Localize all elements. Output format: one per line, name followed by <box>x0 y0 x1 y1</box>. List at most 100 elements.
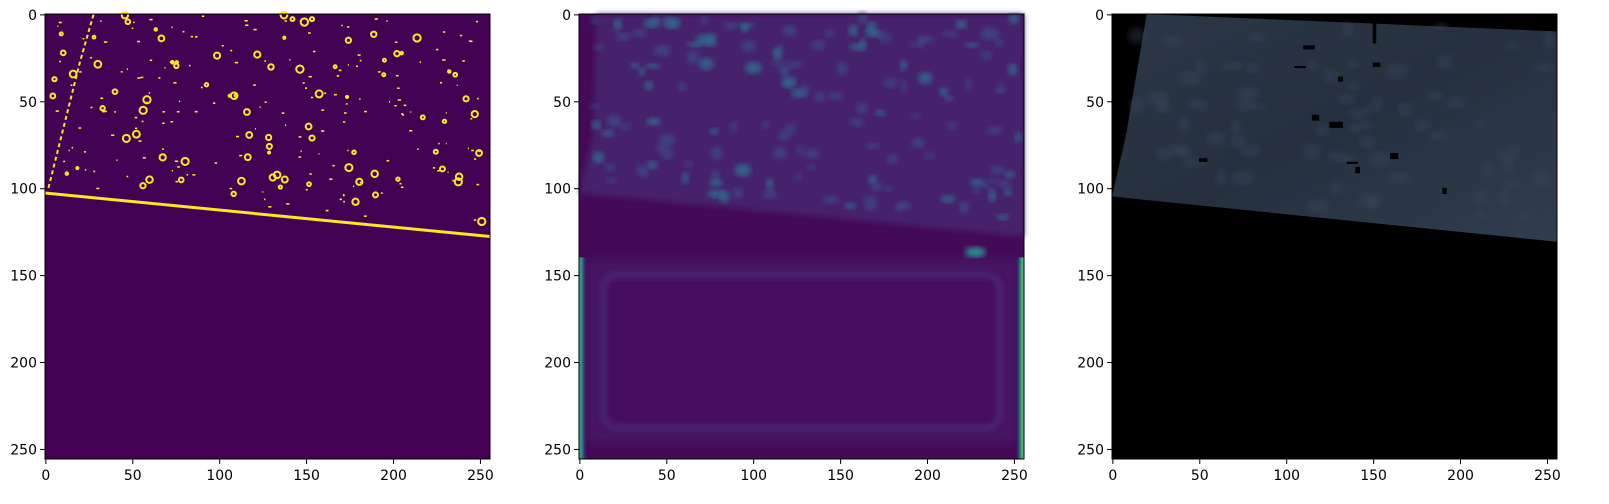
edge-fragment <box>318 153 319 155</box>
response-blob <box>644 81 653 90</box>
response-blob <box>992 30 1000 36</box>
edge-fragment <box>301 151 302 153</box>
edge-fragment <box>264 60 266 62</box>
edge-fragment <box>305 87 307 89</box>
edge-fragment <box>149 92 150 94</box>
edge-fragment <box>337 75 340 77</box>
response-blob <box>849 118 864 127</box>
edge-fragment <box>111 134 114 136</box>
edge-fragment <box>343 195 345 197</box>
response-blob <box>836 62 847 75</box>
photo-texture <box>1247 33 1265 42</box>
photo-texture <box>1222 61 1245 69</box>
panel-0-image-background <box>45 14 490 459</box>
x-tick-label: 100 <box>206 468 233 484</box>
edge-fragment <box>230 50 232 52</box>
x-tick-label: 200 <box>914 468 941 484</box>
response-blob <box>848 25 858 36</box>
edge-fragment <box>56 110 59 112</box>
edge-fragment <box>84 151 86 153</box>
edge-fragment <box>255 128 256 130</box>
response-blob <box>804 148 819 159</box>
edge-fragment <box>236 136 239 138</box>
x-tick-label: 250 <box>467 468 494 484</box>
edge-fragment <box>299 136 302 138</box>
response-blob <box>687 41 703 47</box>
response-blob <box>875 110 886 116</box>
edge-fragment <box>313 51 316 53</box>
photo-texture <box>1504 180 1520 188</box>
response-right-edge <box>1015 257 1024 459</box>
photo-texture <box>1518 212 1531 222</box>
response-blob <box>941 195 956 203</box>
y-tick-label: 250 <box>544 442 571 458</box>
photo-texture <box>1307 61 1319 72</box>
photo-masked-hole <box>1312 115 1319 121</box>
response-blob <box>1008 63 1018 75</box>
edge-fragment <box>245 24 248 26</box>
edge-fragment <box>356 65 358 67</box>
photo-texture <box>1348 123 1361 132</box>
photo-texture <box>1179 71 1201 85</box>
response-blob <box>941 31 958 38</box>
edge-fragment <box>309 76 312 78</box>
edge-fragment <box>262 191 263 193</box>
response-blob <box>882 186 894 191</box>
response-blob <box>798 85 810 96</box>
edge-fragment <box>172 170 173 172</box>
edge-fragment <box>375 18 378 20</box>
response-blob <box>730 121 738 132</box>
response-blob <box>784 123 796 136</box>
photo-texture <box>1230 122 1242 135</box>
photo-masked-hole <box>1303 45 1315 49</box>
edge-fragment <box>90 107 92 109</box>
edge-fragment <box>265 101 267 103</box>
edge-fragment <box>398 99 401 101</box>
edge-fragment <box>260 106 261 108</box>
response-blob <box>1009 13 1020 24</box>
panel-masked-photo: 0 50 100 150 200 250050100150200250 <box>1077 8 1561 484</box>
edge-fragment <box>359 98 360 100</box>
photo-texture <box>1302 144 1321 160</box>
y-tick-label: 150 <box>544 269 571 285</box>
response-blob <box>589 103 600 109</box>
photo-texture <box>1532 171 1553 187</box>
response-blob <box>1015 132 1022 143</box>
edge-fragment <box>353 186 354 188</box>
edge-fragment <box>158 77 160 79</box>
panel-response-map: 0 50 100 150 200 250050100150200250 <box>544 8 1028 484</box>
edge-fragment <box>378 71 381 73</box>
edge-fragment <box>282 112 285 114</box>
edge-fragment <box>334 94 337 96</box>
response-blob <box>997 214 1010 220</box>
edge-fragment <box>457 85 458 87</box>
response-blob <box>863 195 877 207</box>
response-blob <box>900 60 907 71</box>
response-blob <box>910 113 922 119</box>
edge-fragment <box>470 118 472 120</box>
edge-fragment <box>460 35 462 37</box>
response-blob <box>883 78 898 88</box>
photo-texture <box>1129 97 1144 113</box>
edge-fragment <box>142 121 144 123</box>
photo-texture <box>1348 108 1369 119</box>
response-blob <box>594 44 605 50</box>
y-tick-label: 150 <box>10 269 37 285</box>
response-blob <box>807 164 816 170</box>
photo-masked-hole <box>1373 63 1381 67</box>
response-blob <box>845 203 857 209</box>
photo-texture <box>1535 63 1554 72</box>
response-blob <box>998 180 1012 189</box>
edge-fragment <box>175 181 178 183</box>
y-tick-label: 250 <box>1077 442 1104 458</box>
response-blob <box>761 121 769 130</box>
x-tick-label: 200 <box>380 468 407 484</box>
x-tick-label: 150 <box>293 468 320 484</box>
edge-fragment <box>137 41 140 43</box>
edge-fragment <box>339 70 342 72</box>
response-blob <box>786 61 803 69</box>
edge-fragment <box>121 71 123 73</box>
response-blob <box>796 145 804 156</box>
edge-fragment <box>341 25 342 27</box>
edge-fragment <box>170 121 172 123</box>
